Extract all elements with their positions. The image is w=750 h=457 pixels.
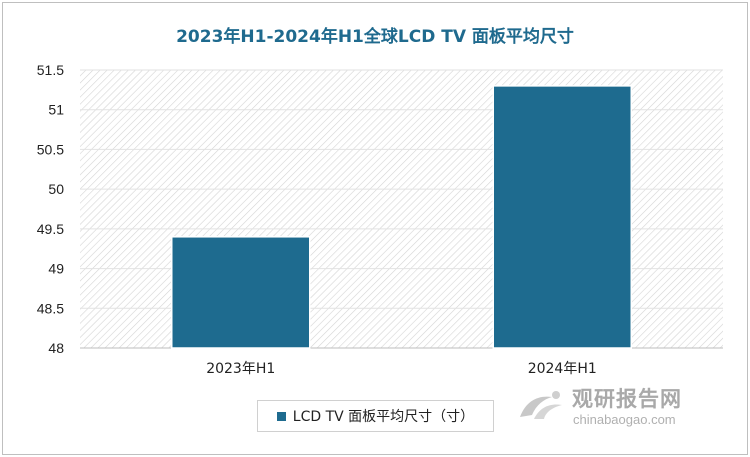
y-tick-label: 49.5: [37, 221, 64, 237]
legend: LCD TV 面板平均尺寸（寸）: [257, 400, 494, 432]
watermark-logo-icon: [520, 391, 562, 419]
x-tick-label: 2023年H1: [206, 361, 275, 377]
legend-swatch: [276, 411, 286, 421]
y-tick-label: 48: [48, 340, 64, 356]
bar-1: [171, 236, 311, 349]
y-tick-label: 51.5: [37, 62, 64, 78]
y-tick-label: 51: [48, 102, 64, 118]
x-tick-label: 2024年H1: [528, 361, 597, 377]
watermark-name: 观研报告网: [572, 387, 682, 411]
bar-2: [492, 85, 632, 349]
watermark-site: chinabaogao.com: [573, 412, 676, 427]
y-tick-label: 49: [48, 261, 64, 277]
watermark: 观研报告网 chinabaogao.com: [516, 383, 726, 433]
chart-title: 2023年H1-2024年H1全球LCD TV 面板平均尺寸: [176, 27, 574, 47]
y-tick-label: 50.5: [37, 141, 64, 157]
y-tick-label: 48.5: [37, 300, 64, 316]
y-tick-label: 50: [48, 181, 64, 197]
legend-label: LCD TV 面板平均尺寸（寸）: [292, 409, 475, 425]
